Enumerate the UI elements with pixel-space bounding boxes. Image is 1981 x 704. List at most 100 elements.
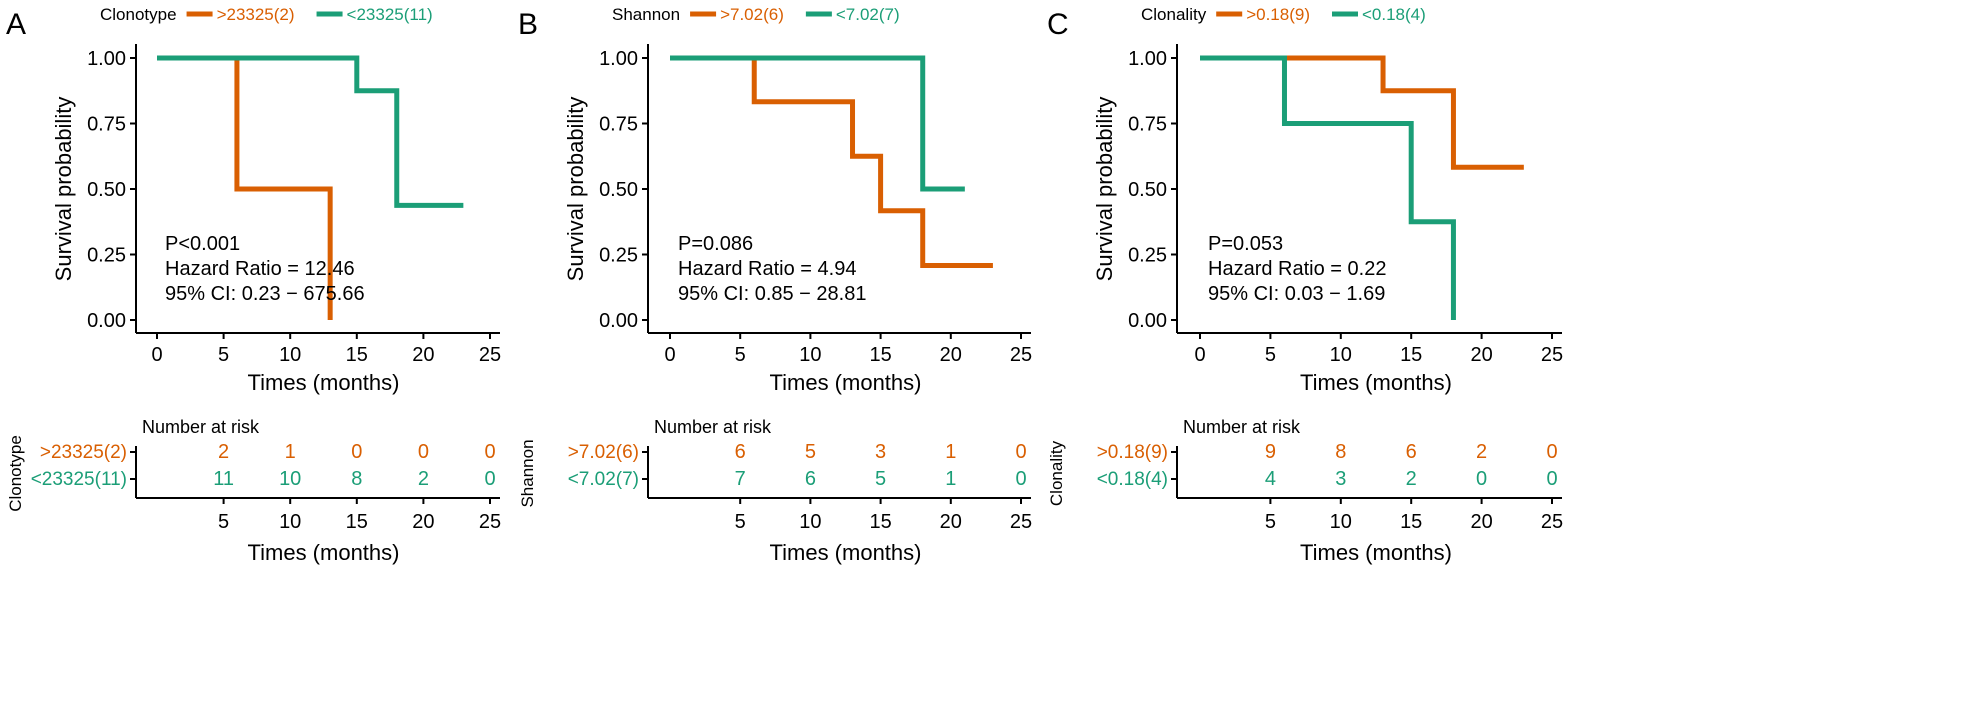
y-tick-label: 0.75 (599, 114, 638, 136)
risk-count: 11 (213, 468, 234, 490)
legend-label: <7.02(7) (836, 5, 900, 24)
risk-x-tick-label: 10 (279, 511, 301, 533)
risk-row-label: <0.18(4) (1097, 469, 1168, 490)
risk-row-label: <23325(11) (31, 469, 127, 490)
y-tick-label: 0.25 (599, 245, 638, 267)
risk-table-ylabel: Clonotype (6, 435, 25, 512)
risk-x-tick-label: 15 (346, 511, 368, 533)
y-tick-label: 0.50 (1128, 179, 1167, 201)
x-tick-label: 15 (346, 344, 368, 366)
x-tick-label: 25 (1010, 344, 1032, 366)
x-tick-label: 5 (735, 344, 746, 366)
x-tick-label: 10 (279, 344, 301, 366)
x-axis-title: Times (months) (248, 370, 400, 395)
y-tick-label: 0.50 (87, 179, 126, 201)
risk-count: 1 (945, 468, 956, 490)
risk-table-ylabel: Clonality (1047, 440, 1066, 506)
hazard-ratio-label: Hazard Ratio = 4.94 (678, 258, 856, 280)
survival-curve-low (157, 55, 464, 208)
risk-count: 9 (1265, 441, 1276, 463)
survival-curve-high (157, 55, 333, 320)
risk-x-tick-label: 5 (1265, 511, 1276, 533)
risk-count: 0 (1546, 441, 1557, 463)
risk-count: 2 (1406, 468, 1417, 490)
risk-x-tick-label: 25 (1541, 511, 1563, 533)
km-panel-c: C Clonality >0.18(9) <0.18(4) 0.00 0.25 0.50 0.… (1047, 5, 1563, 565)
legend-label: <23325(11) (347, 5, 433, 24)
confidence-interval-label: 95% CI: 0.85 − 28.81 (678, 283, 866, 305)
y-tick-label: 0.00 (1128, 310, 1167, 332)
risk-row-label: >23325(2) (40, 442, 127, 463)
legend-title: Shannon (612, 5, 680, 24)
confidence-interval-label: 95% CI: 0.23 − 675.66 (165, 283, 365, 305)
y-tick-label: 1.00 (599, 48, 638, 70)
y-tick-label: 1.00 (87, 48, 126, 70)
hazard-ratio-label: Hazard Ratio = 0.22 (1208, 258, 1386, 280)
legend: Clonotype >23325(2) <23325(11) (100, 5, 433, 24)
risk-x-tick-label: 10 (799, 511, 821, 533)
p-value-label: P<0.001 (165, 233, 240, 255)
risk-x-tick-label: 10 (1330, 511, 1352, 533)
y-tick-label: 1.00 (1128, 48, 1167, 70)
risk-x-tick-label: 25 (1010, 511, 1032, 533)
survival-curve-low (670, 55, 965, 192)
risk-table-title: Number at risk (142, 417, 260, 437)
risk-count: 6 (1406, 441, 1417, 463)
y-axis-title: Survival probability (1092, 97, 1117, 282)
risk-x-tick-label: 15 (869, 511, 891, 533)
risk-table: Number at risk Clonotype >23325(2) 2 1 0 0 0 <23… (6, 417, 501, 565)
x-tick-label: 0 (664, 344, 675, 366)
risk-table-ylabel: Shannon (518, 439, 537, 507)
km-panel-b: B Shannon >7.02(6) <7.02(7) 0.00 0.25 0.50 0.75… (518, 5, 1032, 565)
x-tick-label: 15 (869, 344, 891, 366)
risk-count: 5 (805, 441, 816, 463)
risk-count: 3 (1335, 468, 1346, 490)
legend-title: Clonality (1141, 5, 1207, 24)
risk-count: 6 (735, 441, 746, 463)
y-tick-label: 0.00 (87, 310, 126, 332)
risk-count: 8 (1335, 441, 1346, 463)
risk-count: 0 (1015, 468, 1026, 490)
legend-label: <0.18(4) (1362, 5, 1426, 24)
survival-curve-low (1200, 55, 1456, 320)
y-tick-label: 0.25 (1128, 245, 1167, 267)
risk-count: 6 (805, 468, 816, 490)
risk-x-tick-label: 20 (940, 511, 962, 533)
legend-label: >23325(2) (217, 5, 295, 24)
risk-count: 3 (875, 441, 886, 463)
x-tick-label: 20 (412, 344, 434, 366)
y-tick-label: 0.25 (87, 245, 126, 267)
survival-curve-high (1200, 55, 1524, 170)
x-tick-label: 20 (940, 344, 962, 366)
risk-count: 0 (418, 441, 429, 463)
risk-table-title: Number at risk (654, 417, 772, 437)
x-axis-title: Times (months) (770, 370, 922, 395)
risk-x-axis-title: Times (months) (1300, 540, 1452, 565)
risk-row-label: >7.02(6) (568, 442, 639, 463)
risk-x-tick-label: 20 (412, 511, 434, 533)
risk-count: 7 (735, 468, 746, 490)
risk-count: 0 (1015, 441, 1026, 463)
x-tick-label: 10 (1330, 344, 1352, 366)
x-tick-label: 5 (1265, 344, 1276, 366)
y-tick-label: 0.50 (599, 179, 638, 201)
risk-count: 1 (945, 441, 956, 463)
y-tick-label: 0.00 (599, 310, 638, 332)
panel-letter: C (1047, 8, 1069, 41)
p-value-label: P=0.086 (678, 233, 753, 255)
risk-x-axis-title: Times (months) (770, 540, 922, 565)
risk-count: 2 (1476, 441, 1487, 463)
legend-title: Clonotype (100, 5, 177, 24)
risk-count: 2 (218, 441, 229, 463)
legend: Clonality >0.18(9) <0.18(4) (1141, 5, 1426, 24)
y-tick-label: 0.75 (87, 114, 126, 136)
risk-count: 0 (351, 441, 362, 463)
x-axis-title: Times (months) (1300, 370, 1452, 395)
legend: Shannon >7.02(6) <7.02(7) (612, 5, 900, 24)
risk-x-tick-label: 5 (218, 511, 229, 533)
risk-count: 0 (1546, 468, 1557, 490)
legend-label: >0.18(9) (1246, 5, 1310, 24)
risk-count: 0 (484, 468, 495, 490)
